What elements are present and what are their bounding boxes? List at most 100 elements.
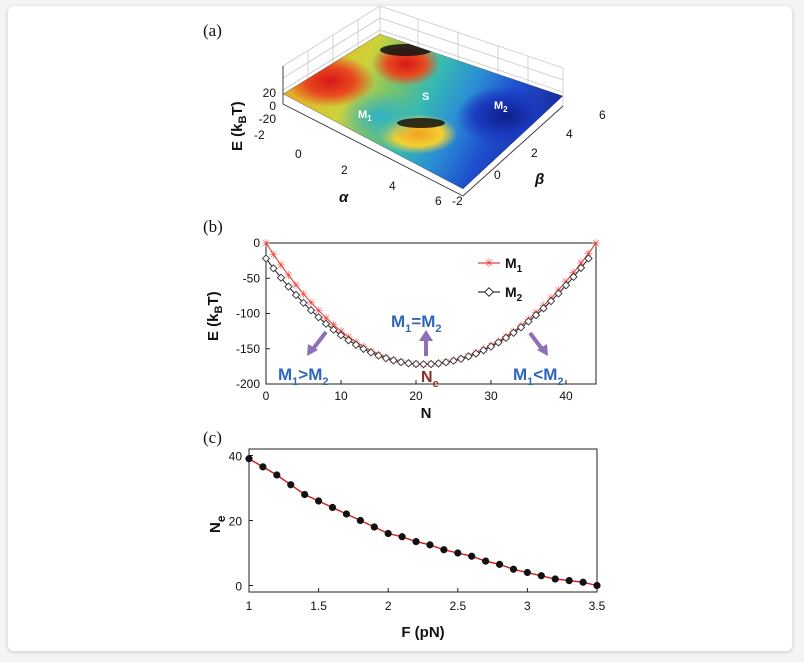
y-axis-label: Ne bbox=[207, 515, 228, 533]
figure-svg: (a) M1 S M2 20 0 -20 bbox=[203, 6, 606, 641]
series-point-2 bbox=[554, 289, 563, 298]
data-point bbox=[259, 463, 267, 471]
alpha-tick: 4 bbox=[389, 179, 396, 193]
series-point-2 bbox=[569, 272, 578, 282]
series-point-2 bbox=[419, 360, 428, 369]
data-point bbox=[537, 572, 545, 580]
series-point-1: ✳ bbox=[584, 248, 593, 260]
x-tick-label: 40 bbox=[559, 389, 573, 403]
y-tick-label: 20 bbox=[229, 515, 243, 529]
data-point bbox=[495, 560, 504, 568]
series-point-2 bbox=[464, 352, 473, 361]
data-point bbox=[370, 523, 378, 531]
y-tick-label: 0 bbox=[253, 236, 260, 250]
panel-b-label: (b) bbox=[203, 217, 223, 236]
data-point bbox=[301, 490, 309, 499]
series-point-2 bbox=[501, 333, 511, 342]
annotation-m1-lt-m2: M1<M2 bbox=[513, 365, 564, 388]
data-point bbox=[468, 552, 476, 560]
data-point bbox=[287, 481, 295, 489]
y-tick-label: -100 bbox=[236, 307, 260, 321]
data-point bbox=[482, 557, 490, 565]
series-point-2 bbox=[396, 357, 406, 367]
beta-tick: 4 bbox=[566, 127, 573, 141]
series-point-2 bbox=[561, 281, 571, 290]
b-series: ✳✳✳✳✳✳✳✳✳✳✳✳✳✳✳✳✳✳✳✳✳✳✳✳✳✳✳✳✳✳✳✳✳✳✳✳✳✳✳✳… bbox=[261, 238, 600, 371]
series-point-1: ✳ bbox=[306, 297, 315, 309]
series-point-2 bbox=[321, 319, 331, 328]
series-point-2 bbox=[299, 298, 308, 308]
legend-label-m2: M2 bbox=[505, 284, 523, 304]
data-point bbox=[593, 581, 601, 590]
x-tick-label: 2.5 bbox=[449, 599, 466, 613]
x-tick-label: 2 bbox=[385, 599, 392, 613]
series-point-1: ✳ bbox=[284, 270, 293, 282]
series-point-2 bbox=[329, 325, 338, 334]
y-tick-label: -200 bbox=[236, 377, 260, 391]
series-point-1: ✳ bbox=[299, 289, 308, 301]
series-point-2 bbox=[269, 264, 278, 273]
y-tick-label: 40 bbox=[229, 450, 243, 464]
series-point-2 bbox=[291, 290, 301, 300]
series-point-2 bbox=[336, 331, 346, 340]
series-point-2 bbox=[509, 328, 518, 337]
series-point-2 bbox=[306, 306, 316, 315]
series-point-1: ✳ bbox=[291, 280, 300, 292]
plot-frame bbox=[248, 448, 598, 593]
surface-label-m1: M1 bbox=[358, 109, 372, 123]
data-point bbox=[342, 510, 351, 518]
data-point bbox=[426, 541, 434, 549]
series-point-2 bbox=[374, 351, 383, 360]
series-point-2 bbox=[471, 349, 481, 358]
data-point bbox=[398, 533, 406, 541]
data-point bbox=[551, 575, 559, 583]
series-point-2 bbox=[486, 342, 496, 351]
data-point bbox=[454, 549, 462, 557]
alpha-tick: 6 bbox=[435, 194, 442, 208]
series-point-2 bbox=[411, 359, 421, 369]
data-point bbox=[356, 516, 364, 525]
x-axis-label: N bbox=[421, 405, 432, 422]
series-point-2 bbox=[494, 338, 503, 347]
y-tick-label: 0 bbox=[235, 580, 242, 594]
surface-label-s: S bbox=[422, 91, 429, 103]
series-point-2 bbox=[389, 356, 398, 365]
surface-plot: M1 S M2 20 0 -20 E (kBT) -2 0 2 4 6 α -2… bbox=[229, 6, 606, 208]
series-point-1: ✳ bbox=[269, 249, 278, 261]
beta-axis-label: β bbox=[534, 171, 544, 188]
y-axis-label: E (kBT) bbox=[205, 291, 225, 341]
energy-surface bbox=[283, 34, 563, 189]
ne-force-chart: 1 1.5 2 2.5 3 3.5 0 20 40 F (pN) Ne bbox=[207, 448, 606, 641]
series-point-2 bbox=[531, 310, 541, 320]
x-tick-label: 3 bbox=[524, 599, 531, 613]
data-point bbox=[565, 577, 573, 585]
data-point bbox=[440, 546, 448, 554]
annotation-m1-eq-m2: M1=M2 bbox=[391, 312, 442, 335]
beta-tick: -2 bbox=[452, 194, 463, 208]
c-ticks: 1 1.5 2 2.5 3 3.5 0 20 40 bbox=[229, 450, 606, 614]
z-axis-label: E (kBT) bbox=[229, 101, 249, 151]
x-tick-label: 10 bbox=[334, 389, 348, 403]
alpha-tick: 2 bbox=[341, 163, 348, 177]
z-tick: 0 bbox=[269, 99, 276, 113]
series-point-2 bbox=[276, 273, 286, 282]
series-point-1: ✳ bbox=[261, 238, 270, 250]
panel-a-label: (a) bbox=[203, 21, 222, 40]
arrow-left bbox=[311, 330, 328, 351]
c-series bbox=[245, 455, 601, 590]
y-tick-label: -50 bbox=[243, 271, 261, 285]
data-point bbox=[412, 538, 420, 546]
series-point-2 bbox=[479, 346, 488, 355]
data-point bbox=[245, 455, 253, 463]
data-point bbox=[328, 503, 337, 512]
arrow-right bbox=[528, 331, 544, 351]
x-tick-label: 0 bbox=[263, 389, 270, 403]
legend-label-m1: M1 bbox=[505, 255, 523, 275]
series-point-2 bbox=[404, 359, 413, 368]
series-point-2 bbox=[284, 282, 293, 291]
series-point-2 bbox=[366, 348, 376, 357]
legend-marker-m2 bbox=[484, 287, 494, 297]
series-point-1: ✳ bbox=[314, 305, 323, 317]
figure-card: (a) M1 S M2 20 0 -20 bbox=[8, 6, 792, 651]
